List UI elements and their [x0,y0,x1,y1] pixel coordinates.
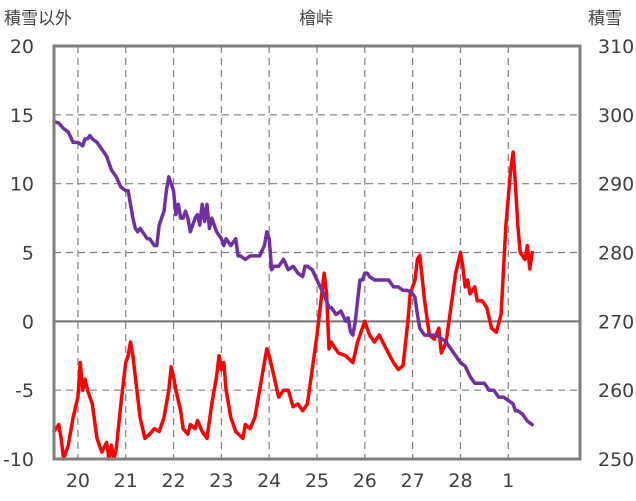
y-left-tick-label: 20 [10,36,34,58]
plot-frame [52,44,582,461]
x-tick-label: 26 [353,470,377,492]
x-tick-label: 1 [502,470,514,492]
y-left-tick-label: 10 [10,174,34,196]
y-left-tick-label: -10 [3,449,34,471]
y-right-tick-label: 270 [598,311,634,333]
y-right-tick-label: 250 [598,449,634,471]
left-axis-series-line [52,150,534,461]
chart-title: 檜峠 [299,8,333,29]
y-right-tick-label: 300 [598,105,634,127]
right-axis-title: 積雪 [588,9,622,29]
x-tick-label: 22 [161,470,185,492]
x-tick-label: 24 [257,470,281,492]
x-tick-label: 25 [305,470,329,492]
x-tick-label: 21 [114,470,138,492]
x-tick-label: 28 [448,470,472,492]
y-right-tick-label: 280 [598,243,634,265]
y-left-tick-label: 15 [10,105,34,127]
tick-labels: 20 15 10 5 0 -5 -10 310 300 290 280 270 260 250 20 21 22… [3,36,634,492]
series-layer [52,119,534,461]
y-left-tick-label: 0 [22,311,34,333]
y-left-tick-label: 5 [22,243,34,265]
y-left-tick-label: -5 [15,380,34,402]
x-tick-label: 27 [401,470,425,492]
x-tick-label: 23 [209,470,233,492]
y-right-tick-label: 260 [598,380,634,402]
x-tick-label: 20 [66,470,90,492]
y-right-tick-label: 290 [598,174,634,196]
right-axis-series-line [52,119,534,427]
y-right-tick-label: 310 [598,36,634,58]
left-axis-title: 積雪以外 [4,9,72,29]
